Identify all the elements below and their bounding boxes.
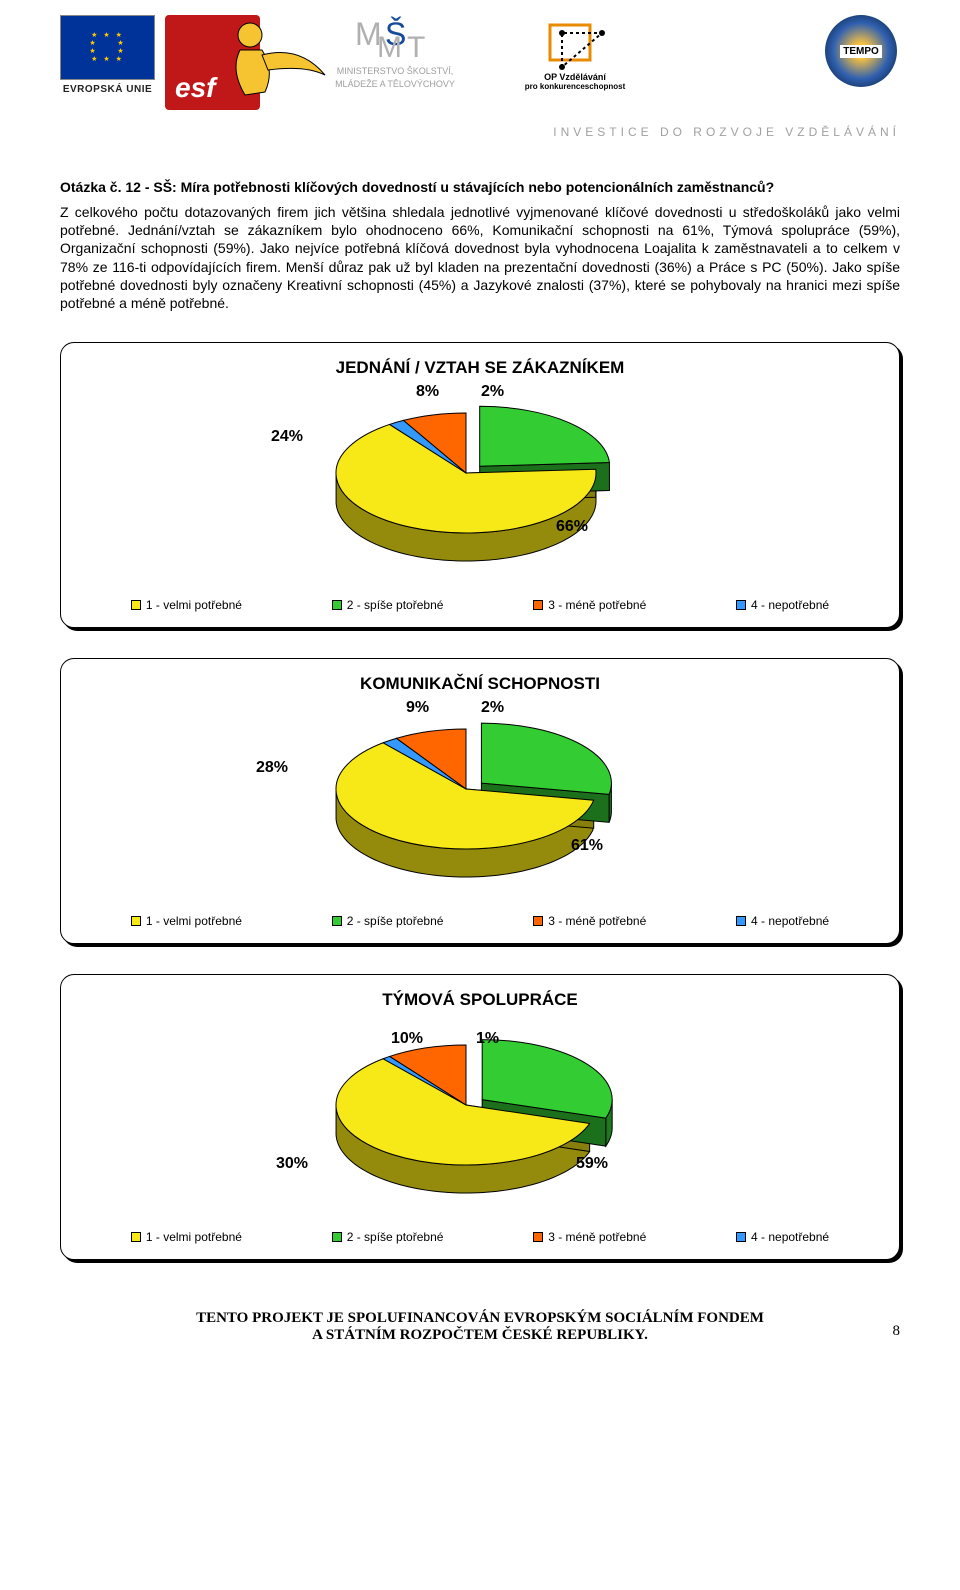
legend-item: 2 - spíše ptořebné bbox=[332, 1230, 444, 1244]
esf-figure-icon bbox=[205, 20, 335, 110]
chart-panel: KOMUNIKAČNÍ SCHOPNOSTI 61% 28% 9% 2% 1 - velm… bbox=[60, 658, 900, 944]
chart-area: 61% 28% 9% 2% bbox=[86, 699, 874, 899]
legend-label: 3 - méně potřebné bbox=[548, 598, 646, 612]
legend-item: 4 - nepotřebné bbox=[736, 1230, 829, 1244]
legend-label: 4 - nepotřebné bbox=[751, 1230, 829, 1244]
legend-swatch-icon bbox=[332, 1232, 342, 1242]
legend-item: 3 - méně potřebné bbox=[533, 598, 646, 612]
legend-item: 1 - velmi potřebné bbox=[131, 1230, 242, 1244]
legend-swatch-icon bbox=[131, 600, 141, 610]
legend-swatch-icon bbox=[332, 916, 342, 926]
slice-label: 59% bbox=[576, 1155, 608, 1173]
opvk-logo: OP Vzdělávání pro konkurenceschopnost bbox=[495, 15, 655, 91]
logo-header: ★ ★ ★★ ★★ ★★ ★ ★ EVROPSKÁ UNIE esf M Š M bbox=[60, 0, 900, 115]
chart-title: KOMUNIKAČNÍ SCHOPNOSTI bbox=[86, 674, 874, 694]
legend-swatch-icon bbox=[533, 1232, 543, 1242]
legend-item: 3 - méně potřebné bbox=[533, 914, 646, 928]
slice-label: 66% bbox=[556, 518, 588, 536]
slice-label: 1% bbox=[476, 1030, 499, 1048]
chart-area: 59% 30% 10% 1% bbox=[86, 1015, 874, 1215]
chart-legend: 1 - velmi potřebné 2 - spíše ptořebné 3 - … bbox=[86, 583, 874, 612]
slice-label: 30% bbox=[276, 1155, 308, 1173]
chart-panel: JEDNÁNÍ / VZTAH SE ZÁKAZNÍKEM 66% 24% 8% 2% 1… bbox=[60, 342, 900, 628]
legend-swatch-icon bbox=[736, 916, 746, 926]
svg-text:M: M bbox=[377, 31, 400, 57]
chart-legend: 1 - velmi potřebné 2 - spíše ptořebné 3 - … bbox=[86, 899, 874, 928]
eu-flag-icon: ★ ★ ★★ ★★ ★★ ★ ★ bbox=[60, 15, 155, 80]
svg-text:T: T bbox=[407, 31, 425, 57]
legend-swatch-icon bbox=[131, 916, 141, 926]
slice-label: 2% bbox=[481, 383, 504, 401]
legend-swatch-icon bbox=[533, 916, 543, 926]
slice-label: 8% bbox=[416, 383, 439, 401]
legend-item: 1 - velmi potřebné bbox=[131, 598, 242, 612]
legend-label: 4 - nepotřebné bbox=[751, 598, 829, 612]
eu-label: EVROPSKÁ UNIE bbox=[63, 84, 152, 95]
legend-label: 2 - spíše ptořebné bbox=[347, 914, 444, 928]
legend-item: 4 - nepotřebné bbox=[736, 914, 829, 928]
legend-label: 1 - velmi potřebné bbox=[146, 1230, 242, 1244]
legend-label: 3 - méně potřebné bbox=[548, 914, 646, 928]
page-number: 8 bbox=[893, 1323, 901, 1340]
legend-item: 3 - méně potřebné bbox=[533, 1230, 646, 1244]
legend-label: 2 - spíše ptořebné bbox=[347, 1230, 444, 1244]
eu-logo: ★ ★ ★★ ★★ ★★ ★ ★ EVROPSKÁ UNIE bbox=[60, 15, 155, 95]
legend-swatch-icon bbox=[131, 1232, 141, 1242]
slice-label: 2% bbox=[481, 699, 504, 717]
tagline: INVESTICE DO ROZVOJE VZDĚLÁVÁNÍ bbox=[60, 115, 900, 179]
legend-label: 3 - méně potřebné bbox=[548, 1230, 646, 1244]
chart-title: TÝMOVÁ SPOLUPRÁCE bbox=[86, 990, 874, 1010]
slice-label: 9% bbox=[406, 699, 429, 717]
slice-label: 28% bbox=[256, 759, 288, 777]
legend-item: 2 - spíše ptořebné bbox=[332, 598, 444, 612]
slice-label: 10% bbox=[391, 1030, 423, 1048]
footer-line1: TENTO PROJEKT JE SPOLUFINANCOVÁN EVROPSK… bbox=[60, 1310, 900, 1327]
footer-line2: A STÁTNÍM ROZPOČTEM ČESKÉ REPUBLIKY. bbox=[60, 1327, 900, 1344]
legend-label: 4 - nepotřebné bbox=[751, 914, 829, 928]
legend-label: 1 - velmi potřebné bbox=[146, 598, 242, 612]
legend-item: 4 - nepotřebné bbox=[736, 598, 829, 612]
slice-label: 61% bbox=[571, 837, 603, 855]
opvk-icon bbox=[540, 15, 610, 70]
tempo-logo: TEMPO bbox=[825, 15, 900, 90]
body-paragraph: Z celkového počtu dotazovaných firem jic… bbox=[60, 203, 900, 312]
legend-swatch-icon bbox=[533, 600, 543, 610]
legend-label: 1 - velmi potřebné bbox=[146, 914, 242, 928]
legend-item: 2 - spíše ptořebné bbox=[332, 914, 444, 928]
legend-swatch-icon bbox=[736, 1232, 746, 1242]
esf-logo: esf bbox=[165, 15, 295, 110]
chart-panel: TÝMOVÁ SPOLUPRÁCE 59% 30% 10% 1% 1 - velmi po… bbox=[60, 974, 900, 1260]
legend-label: 2 - spíše ptořebné bbox=[347, 598, 444, 612]
legend-swatch-icon bbox=[736, 600, 746, 610]
chart-area: 66% 24% 8% 2% bbox=[86, 383, 874, 583]
opvk-sub: pro konkurenceschopnost bbox=[495, 82, 655, 91]
chart-title: JEDNÁNÍ / VZTAH SE ZÁKAZNÍKEM bbox=[86, 358, 874, 378]
opvk-label: OP Vzdělávání bbox=[495, 72, 655, 82]
footer: TENTO PROJEKT JE SPOLUFINANCOVÁN EVROPSK… bbox=[60, 1310, 900, 1344]
question-heading: Otázka č. 12 - SŠ: Míra potřebnosti klíč… bbox=[60, 179, 900, 195]
tempo-text: TEMPO bbox=[840, 45, 882, 58]
legend-item: 1 - velmi potřebné bbox=[131, 914, 242, 928]
legend-swatch-icon bbox=[332, 600, 342, 610]
chart-legend: 1 - velmi potřebné 2 - spíše ptořebné 3 - … bbox=[86, 1215, 874, 1244]
slice-label: 24% bbox=[271, 428, 303, 446]
